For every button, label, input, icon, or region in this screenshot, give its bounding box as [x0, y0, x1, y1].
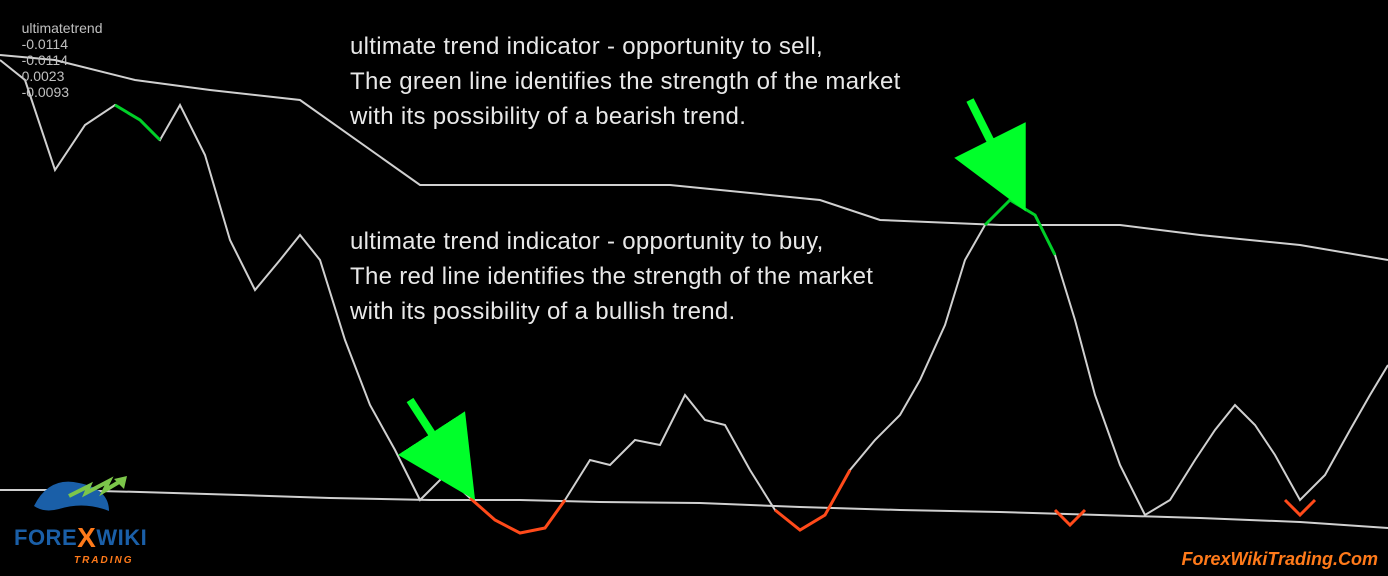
logo-sub: TRADING — [74, 555, 134, 566]
sell-line1: ultimate trend indicator - opportunity t… — [350, 30, 970, 65]
buy-line3: with its possibility of a bullish trend. — [350, 295, 970, 330]
logo-x: X — [77, 522, 96, 553]
indicator-v2: -0.0114 — [22, 52, 68, 68]
watermark: ForexWikiTrading.Com — [1181, 549, 1378, 570]
brand-logo: FOREXWIKI TRADING — [14, 471, 194, 566]
indicator-v1: -0.0114 — [22, 36, 68, 52]
indicator-v4: -0.0093 — [22, 84, 69, 100]
indicator-name: ultimatetrend — [22, 20, 103, 36]
indicator-header: ultimatetrend -0.0114 -0.0114 0.0023 -0.… — [6, 4, 103, 116]
sell-line3: with its possibility of a bearish trend. — [350, 100, 970, 135]
buy-line2: The red line identifies the strength of … — [350, 260, 970, 295]
sell-line2: The green line identifies the strength o… — [350, 65, 970, 100]
indicator-v3: 0.0023 — [22, 68, 65, 84]
logo-t1: FORE — [14, 525, 77, 550]
logo-t2: WIKI — [96, 525, 147, 550]
buy-line1: ultimate trend indicator - opportunity t… — [350, 225, 970, 260]
sell-annotation: ultimate trend indicator - opportunity t… — [350, 30, 970, 134]
buy-annotation: ultimate trend indicator - opportunity t… — [350, 225, 970, 329]
